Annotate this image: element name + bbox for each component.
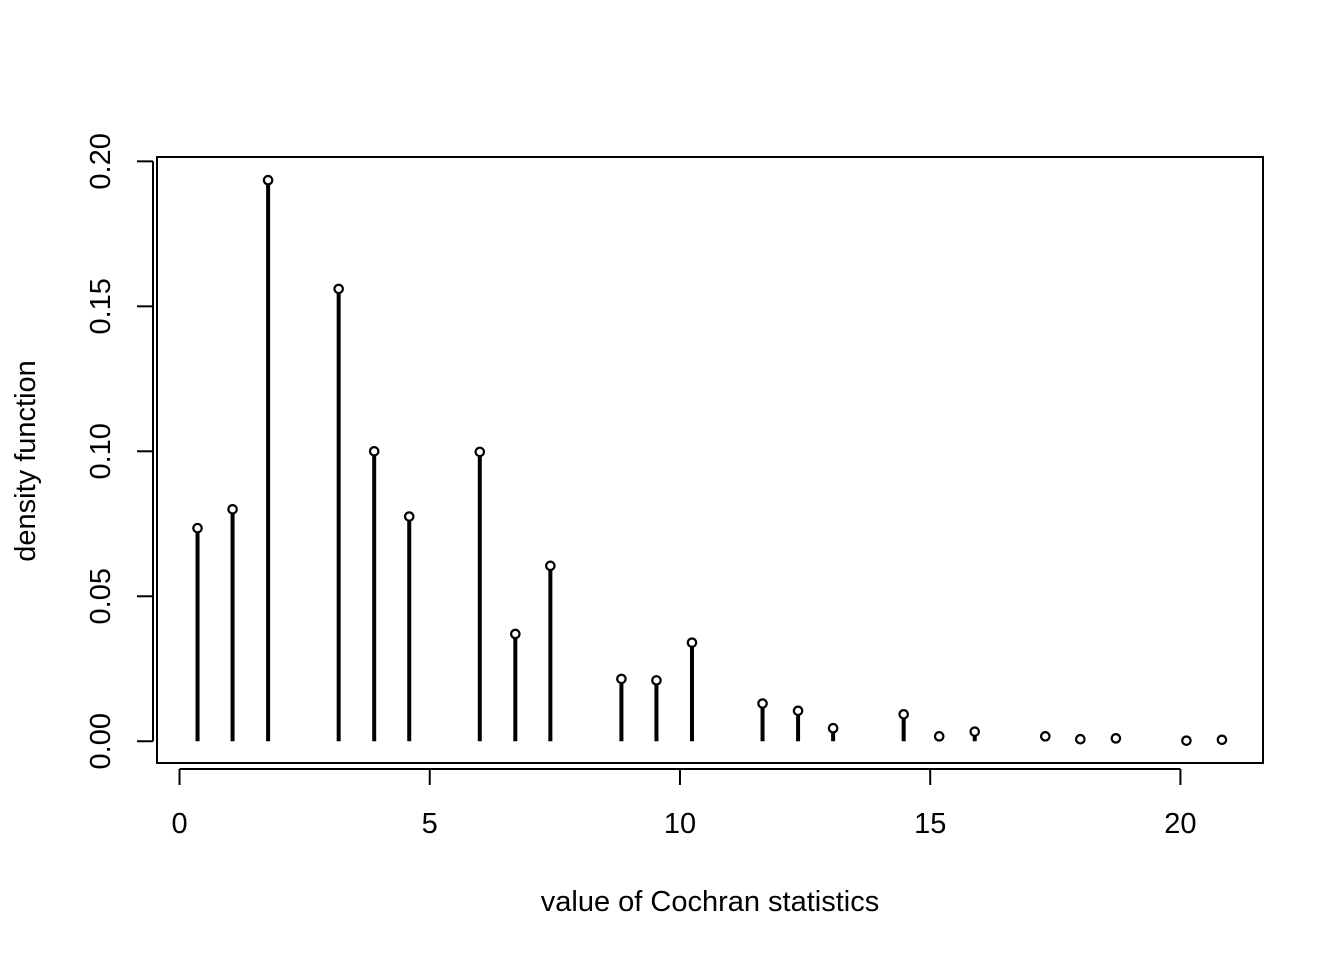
x-tick-label: 15 <box>914 808 946 840</box>
stem-point <box>616 673 627 685</box>
stem-point <box>792 705 804 717</box>
stem-point <box>651 675 662 686</box>
stem-point <box>262 174 274 186</box>
stem-point <box>686 637 698 648</box>
x-axis: 0 5 10 15 20 <box>171 768 1197 840</box>
y-tick-label: 0.05 <box>85 568 117 624</box>
stem-point <box>1181 735 1192 746</box>
stem-point <box>333 283 344 295</box>
stem-point <box>898 708 909 720</box>
x-tick-label: 0 <box>171 808 187 840</box>
stem-point <box>403 511 415 522</box>
stems-layer <box>192 174 1228 746</box>
x-tick-label: 10 <box>664 808 696 840</box>
stem-point <box>545 560 556 572</box>
x-tick-label: 5 <box>422 808 438 840</box>
stem-point <box>192 522 203 534</box>
stem-point <box>969 726 981 737</box>
stem-point <box>510 628 521 640</box>
stem-point <box>227 503 238 515</box>
stem-point <box>757 698 768 709</box>
stem-point <box>1216 734 1228 746</box>
x-axis-label: value of Cochran statistics <box>541 886 879 918</box>
x-tick-label: 20 <box>1164 808 1196 840</box>
plot-frame <box>156 156 1264 764</box>
stem-point <box>827 722 839 734</box>
stem-point <box>368 446 380 457</box>
y-tick-label: 0.15 <box>85 278 117 334</box>
stem-point <box>1075 733 1086 745</box>
y-axis: 0.00 0.05 0.10 0.15 0.20 <box>85 133 154 769</box>
y-axis-label: density function <box>10 360 42 562</box>
stem-point <box>933 731 945 742</box>
y-tick-label: 0.10 <box>85 423 117 479</box>
stem-point <box>474 446 486 458</box>
y-tick-label: 0.00 <box>85 713 117 769</box>
stem-point <box>1110 733 1122 744</box>
stem-point <box>1040 731 1051 742</box>
y-tick-label: 0.20 <box>85 133 117 189</box>
